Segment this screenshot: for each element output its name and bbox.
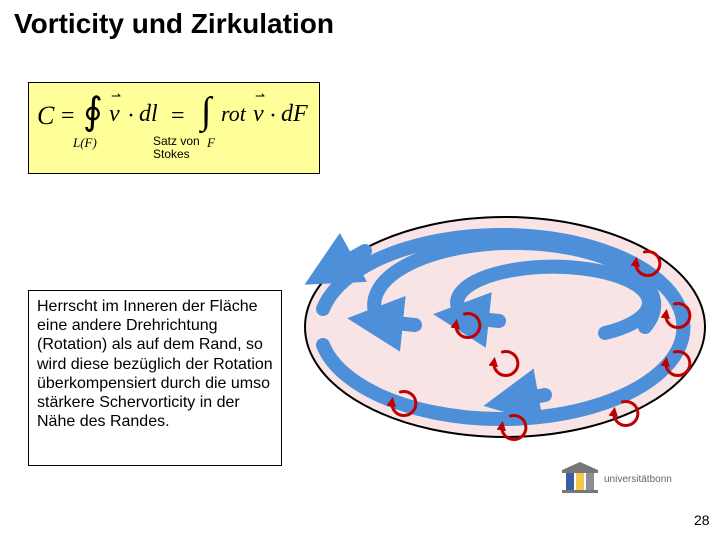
svg-text:universitätbonn: universitätbonn: [604, 474, 672, 485]
sym-v1: v: [109, 101, 120, 128]
page-title: Vorticity und Zirkulation: [14, 8, 334, 40]
sym-v2: v: [253, 101, 264, 128]
logo-svg: universitätbonn: [560, 460, 680, 500]
sym-dot1: ·: [127, 103, 135, 130]
sym-int: ∫: [201, 89, 211, 133]
sym-sub-F: F: [207, 135, 215, 151]
formula-content: C = ∮ L(F) ⇀ v · dl = Satz von Stokes ∫ …: [29, 83, 319, 173]
sym-rot: rot: [221, 101, 246, 127]
sym-dl: dl: [139, 101, 158, 128]
sym-oint: ∮: [83, 89, 103, 134]
formula-box: C = ∮ L(F) ⇀ v · dl = Satz von Stokes ∫ …: [28, 82, 320, 174]
description-box: Herrscht im Inneren der Fläche eine ande…: [28, 290, 282, 466]
sym-C: C: [37, 101, 54, 131]
sym-dF: dF: [281, 101, 308, 128]
uni-bonn-logo: universitätbonn: [560, 460, 680, 500]
sym-eq2: =: [171, 103, 185, 130]
sym-dot2: ·: [269, 103, 277, 130]
description-text: Herrscht im Inneren der Fläche eine ande…: [37, 298, 273, 430]
page-number: 28: [694, 512, 710, 528]
sym-sub-LF: L(F): [73, 135, 97, 151]
vorticity-diagram: [296, 196, 714, 458]
stokes-label: Satz von Stokes: [153, 135, 200, 161]
sym-eq1: =: [61, 103, 75, 130]
diagram-svg: [296, 196, 714, 458]
